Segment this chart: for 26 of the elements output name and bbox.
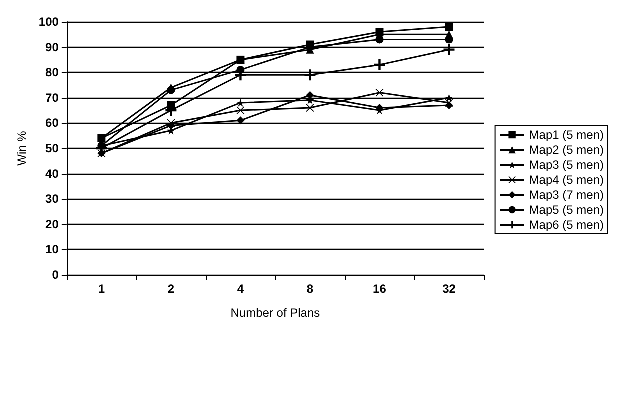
x-tick-label: 16 <box>373 282 387 296</box>
legend-label: Map2 (5 men) <box>529 143 604 157</box>
y-tick-label: 40 <box>46 166 60 181</box>
y-tick-label: 0 <box>52 268 60 282</box>
y-tick-label: 70 <box>46 90 60 105</box>
legend-label: Map3 (5 men) <box>529 158 604 172</box>
y-tick-label: 10 <box>46 242 60 257</box>
legend-label: Map5 (5 men) <box>529 203 604 217</box>
y-tick-label: 20 <box>46 217 60 232</box>
y-tick-label: 30 <box>46 192 60 206</box>
x-axis-title: Number of Plans <box>230 306 320 320</box>
legend-label: Map3 (7 men) <box>529 188 604 202</box>
y-tick-label: 100 <box>38 15 60 29</box>
legend-label: Map4 (5 men) <box>529 173 604 187</box>
y-tick-label: 80 <box>46 66 60 80</box>
x-tick-label: 32 <box>442 282 456 296</box>
x-tick-label: 4 <box>237 282 244 296</box>
x-tick-label: 8 <box>306 282 314 296</box>
legend-label: Map6 (5 men) <box>529 218 604 232</box>
x-tick-label: 2 <box>168 282 175 296</box>
y-axis-title: Win % <box>15 130 29 166</box>
y-tick-label: 50 <box>46 142 60 156</box>
y-tick-label: 90 <box>46 40 60 54</box>
y-tick-label: 60 <box>46 116 60 130</box>
legend-label: Map1 (5 men) <box>529 128 604 142</box>
x-tick-label: 1 <box>98 282 106 296</box>
